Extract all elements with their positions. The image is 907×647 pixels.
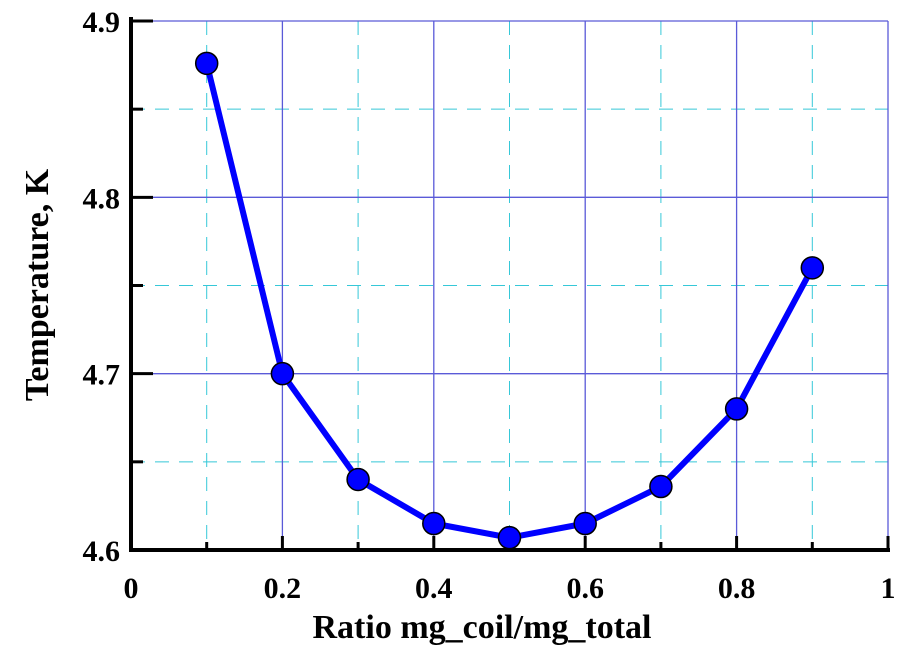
x-tick-label: 0.4 <box>415 572 453 605</box>
x-tick-label: 0 <box>124 572 139 605</box>
data-point <box>573 511 597 536</box>
data-point <box>270 361 295 386</box>
data-point <box>724 397 749 421</box>
y-axis-title: Temperature, K <box>19 168 56 401</box>
y-tick-label: 4.7 <box>83 359 121 392</box>
y-tick-label: 4.6 <box>83 535 121 568</box>
x-tick-label: 0.6 <box>566 572 604 605</box>
data-point <box>194 51 219 76</box>
data-point <box>422 511 446 536</box>
grid-layer <box>131 20 889 550</box>
x-tick-label: 1 <box>881 572 896 605</box>
x-axis-title: Ratio mg_coil/mg_total <box>313 609 652 646</box>
data-point <box>800 256 825 280</box>
data-point <box>497 525 522 550</box>
labels-layer: 0 0.2 0.4 0.6 0.8 1 4.6 4.7 4.8 4.9 <box>83 6 896 605</box>
data-point <box>346 467 370 492</box>
series-layer <box>194 51 825 550</box>
axes-layer <box>129 17 890 552</box>
data-point <box>649 474 673 499</box>
x-tick-label: 0.2 <box>264 572 302 605</box>
x-tick-label: 0.8 <box>718 572 756 605</box>
y-tick-label: 4.9 <box>83 6 121 39</box>
y-tick-label: 4.8 <box>83 182 121 215</box>
